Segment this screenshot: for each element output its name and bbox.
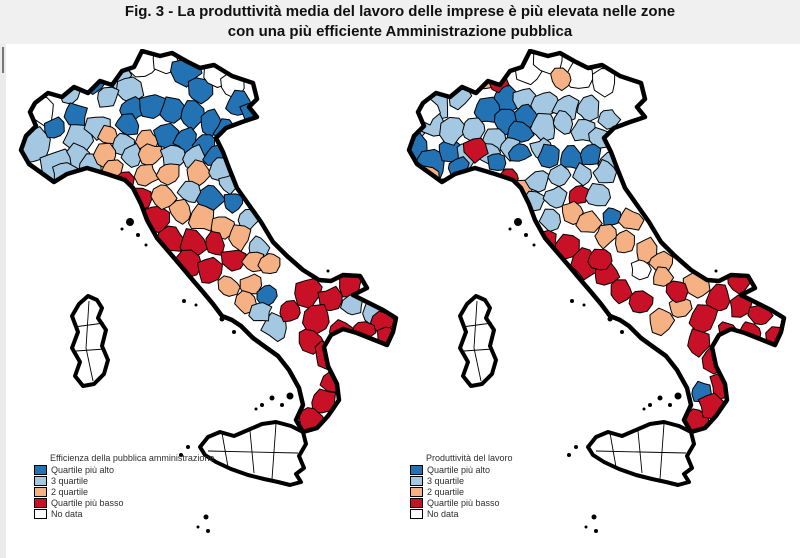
legend-swatch-quartile-piu-alto <box>410 464 423 475</box>
figure-title-bar: Fig. 3 - La produttività media del lavor… <box>0 0 800 44</box>
legend-label-quartile-piu-basso: Quartile più basso <box>51 497 124 508</box>
legend-row-3-quartile: 3 quartile <box>410 475 600 486</box>
legend-swatch-2-quartile <box>34 486 47 497</box>
legend-title-produttivita: Produttività del lavoro <box>426 453 513 463</box>
choropleth-italy-efficienza <box>18 49 399 533</box>
legend-label-quartile-piu-alto: Quartile più alto <box>51 464 115 475</box>
legend-row-no-data: No data <box>410 508 600 519</box>
legend-row-3-quartile: 3 quartile <box>34 475 224 486</box>
legend-label-2-quartile: 2 quartile <box>427 486 465 497</box>
map-efficienza-pa: Efficienza della pubblica amministrazion… <box>10 49 400 554</box>
legend-label-3-quartile: 3 quartile <box>427 475 465 486</box>
legend-label-3-quartile: 3 quartile <box>51 475 89 486</box>
legend-swatch-no-data <box>34 508 47 519</box>
legend-label-quartile-piu-alto: Quartile più alto <box>427 464 491 475</box>
legend-row-quartile-piu-alto: Quartile più alto <box>34 464 224 475</box>
legend-swatch-2-quartile <box>410 486 423 497</box>
left-edge-tick <box>2 47 4 73</box>
legend-row-quartile-piu-basso: Quartile più basso <box>34 497 224 508</box>
legend-row-no-data: No data <box>34 508 224 519</box>
legend-row-quartile-piu-alto: Quartile più alto <box>410 464 600 475</box>
legend-label-quartile-piu-basso: Quartile più basso <box>427 497 500 508</box>
choropleth-italy-produttivita <box>406 49 787 533</box>
legend-swatch-3-quartile <box>34 475 47 486</box>
legend-swatch-quartile-piu-alto <box>34 464 47 475</box>
legend-efficienza: Efficienza della pubblica amministrazion… <box>34 453 224 519</box>
maps-panel: Efficienza della pubblica amministrazion… <box>0 44 800 558</box>
legend-produttivita: Produttività del lavoro Quartile più alt… <box>410 453 600 519</box>
legend-swatch-3-quartile <box>410 475 423 486</box>
legend-swatch-no-data <box>410 508 423 519</box>
legend-row-quartile-piu-basso: Quartile più basso <box>410 497 600 508</box>
legend-row-2-quartile: 2 quartile <box>410 486 600 497</box>
legend-row-2-quartile: 2 quartile <box>34 486 224 497</box>
legend-label-no-data: No data <box>51 508 83 519</box>
left-edge-strip <box>0 44 6 558</box>
legend-swatch-quartile-piu-basso <box>410 497 423 508</box>
map-produttivita-lavoro: Produttività del lavoro Quartile più alt… <box>398 49 788 554</box>
figure-title-line-1: Fig. 3 - La produttività media del lavor… <box>124 3 676 20</box>
legend-label-2-quartile: 2 quartile <box>51 486 89 497</box>
legend-title-efficienza: Efficienza della pubblica amministrazion… <box>50 453 215 463</box>
figure-title-line-2: con una più efficiente Amministrazione p… <box>227 23 573 40</box>
legend-swatch-quartile-piu-basso <box>34 497 47 508</box>
legend-label-no-data: No data <box>427 508 459 519</box>
